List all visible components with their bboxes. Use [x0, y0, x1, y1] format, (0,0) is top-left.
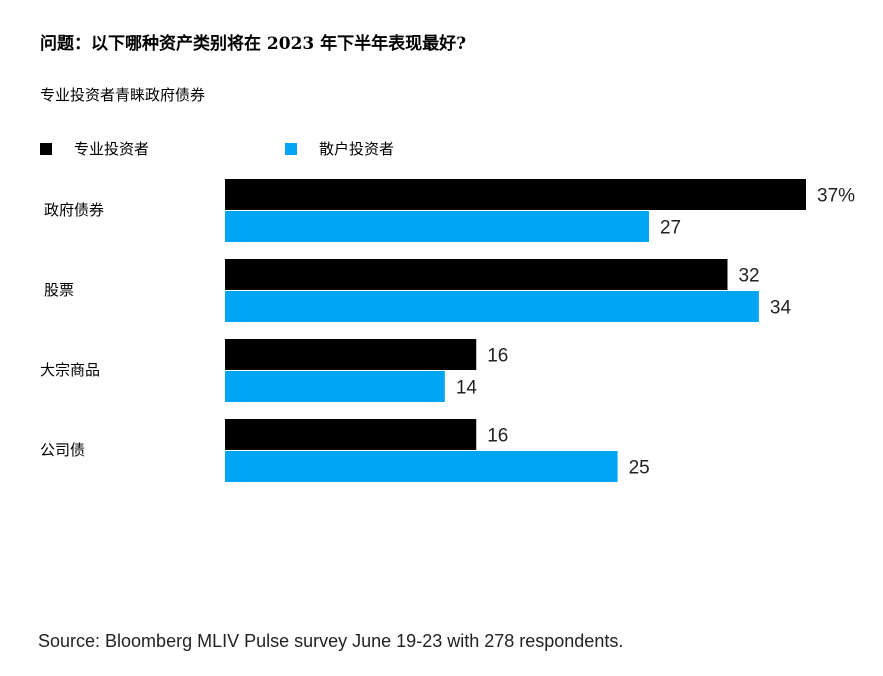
- legend: 专业投资者 散户投资者: [0, 138, 883, 158]
- legend-label-professional: 专业投资者: [74, 140, 150, 158]
- bar-retail: [225, 371, 445, 402]
- data-label: 16: [487, 346, 508, 367]
- bar-professional: [225, 179, 806, 210]
- category-label: 公司债: [40, 441, 85, 459]
- bar-retail: [225, 291, 759, 322]
- bar-professional: [225, 259, 728, 290]
- legend-swatch-retail: [285, 142, 297, 155]
- data-label: 16: [487, 426, 508, 447]
- bar-retail: [225, 451, 618, 482]
- category-label: 大宗商品: [40, 361, 100, 379]
- bar-professional: [225, 419, 477, 450]
- data-label: 34: [770, 298, 792, 319]
- category-label: 股票: [44, 281, 74, 299]
- data-label: 14: [456, 378, 478, 399]
- legend-item-professional: 专业投资者: [40, 138, 149, 159]
- data-label: 32: [738, 266, 759, 287]
- data-label: 37%: [817, 186, 855, 207]
- data-label: 27: [660, 218, 681, 239]
- category-label: 政府债券: [44, 201, 104, 219]
- legend-item-retail: 散户投资者: [285, 138, 394, 159]
- legend-swatch-professional: [40, 142, 52, 155]
- chart-title: 问题：以下哪种资产类别将在 2023 年下半年表现最好?: [40, 34, 467, 54]
- source-note: Source: Bloomberg MLIV Pulse survey June…: [38, 631, 624, 651]
- bar-retail: [225, 211, 649, 242]
- chart-subtitle: 专业投资者青睐政府债券: [40, 86, 206, 104]
- data-label: 25: [629, 458, 650, 479]
- legend-label-retail: 散户投资者: [319, 140, 395, 158]
- bar-chart: 政府债券 37% 27 股票 32 34 大宗商品 16 14 公司债 16 25: [40, 179, 855, 482]
- bar-professional: [225, 339, 477, 370]
